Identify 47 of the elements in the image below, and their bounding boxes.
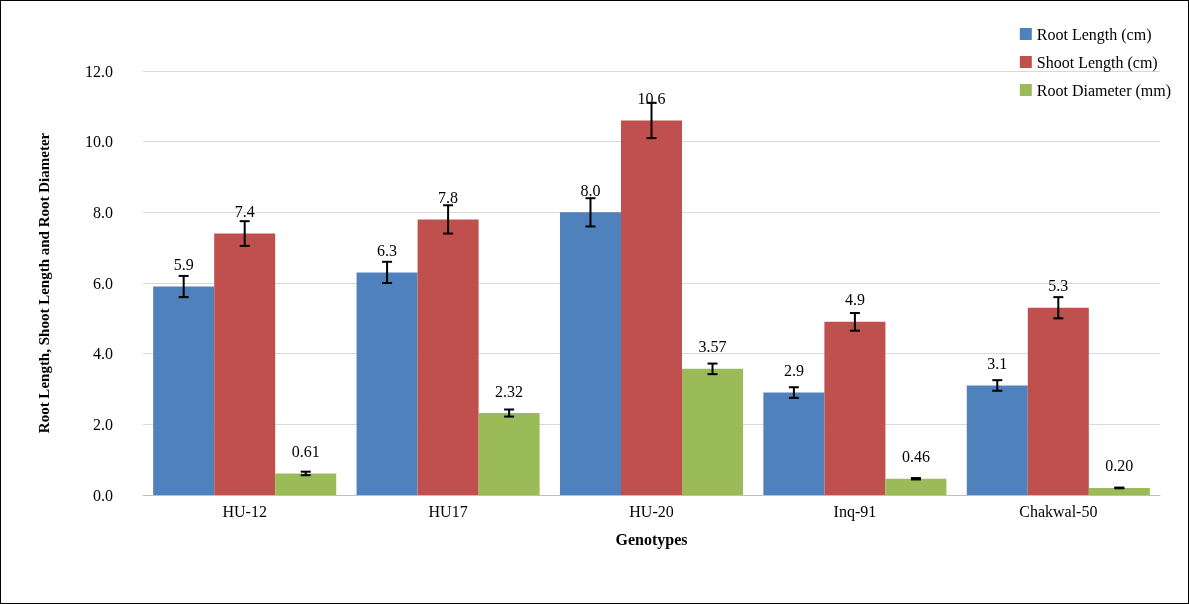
- data-label: 3.57: [698, 338, 727, 356]
- bar: [682, 368, 744, 495]
- data-label: 6.3: [377, 241, 398, 259]
- bar: [1088, 487, 1150, 495]
- x-tick-label: HU-20: [629, 502, 674, 520]
- data-label: 4.9: [844, 291, 865, 309]
- data-label: 2.32: [495, 382, 524, 400]
- bar: [275, 473, 337, 495]
- y-tick-label: 4.0: [93, 345, 113, 363]
- bar: [885, 478, 947, 495]
- bar: [966, 385, 1028, 495]
- bar: [559, 212, 621, 495]
- y-tick-label: 6.0: [93, 274, 113, 292]
- x-axis-title: Genotypes: [615, 530, 688, 549]
- data-label: 5.3: [1048, 277, 1069, 295]
- bar: [153, 286, 215, 495]
- bar: [417, 219, 479, 495]
- bar: [478, 413, 540, 495]
- y-tick-label: 8.0: [93, 203, 113, 221]
- y-axis-title: Root Length, Shoot Length and Root Diameter: [35, 132, 52, 434]
- data-label: 5.9: [173, 256, 194, 274]
- data-label: 8.0: [580, 181, 601, 199]
- data-label: 0.20: [1105, 457, 1134, 475]
- legend-label: Root Diameter (mm): [1036, 81, 1171, 100]
- bar: [824, 321, 886, 495]
- x-tick-label: Inq-91: [833, 502, 877, 521]
- x-tick-label: HU17: [428, 502, 468, 520]
- data-label: 0.46: [901, 448, 930, 466]
- bar: [1027, 307, 1089, 495]
- y-tick-label: 0.0: [93, 486, 113, 504]
- data-label: 7.8: [438, 188, 459, 206]
- data-label: 3.1: [987, 354, 1008, 372]
- x-tick-label: Chakwal-50: [1019, 502, 1098, 520]
- y-tick-label: 10.0: [85, 133, 113, 151]
- bar: [356, 272, 418, 495]
- data-label: 2.9: [783, 362, 804, 380]
- data-label: 0.61: [291, 442, 320, 460]
- data-label: 7.4: [234, 203, 255, 221]
- y-tick-label: 2.0: [93, 415, 113, 433]
- bar: [620, 120, 683, 495]
- data-label: 10.6: [637, 89, 666, 107]
- y-tick-label: 12.0: [85, 62, 113, 80]
- x-tick-label: HU-12: [222, 502, 267, 520]
- bar: [214, 233, 276, 495]
- legend-label: Shoot Length (cm): [1036, 53, 1158, 72]
- legend-label: Root Length (cm): [1036, 25, 1152, 44]
- bar: [763, 392, 825, 495]
